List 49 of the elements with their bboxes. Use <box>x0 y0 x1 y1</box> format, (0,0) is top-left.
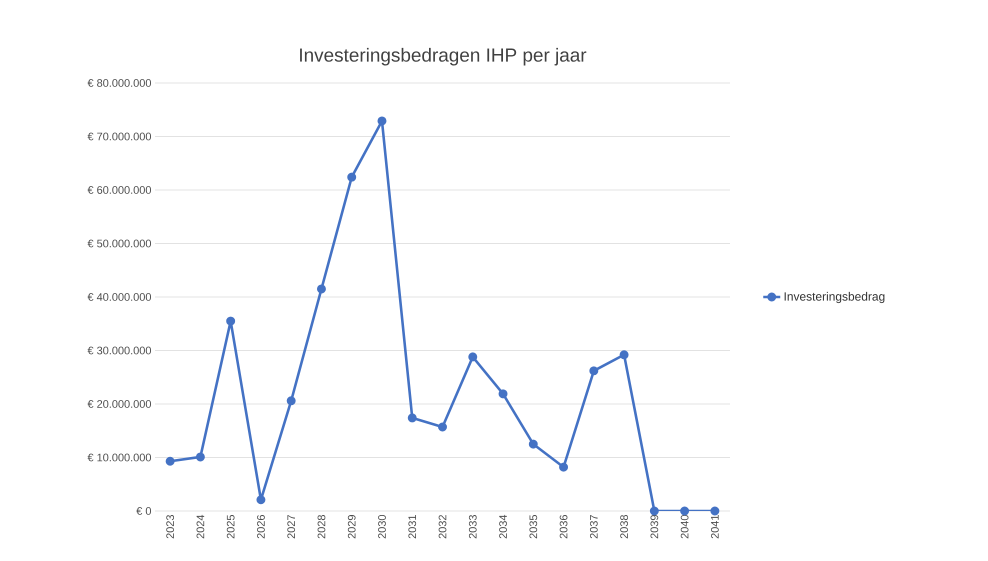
point <box>680 506 690 516</box>
point <box>196 452 205 462</box>
point <box>468 352 478 362</box>
point <box>377 116 386 126</box>
x-tick-label: 2023 <box>166 515 174 538</box>
point <box>347 172 356 182</box>
point <box>408 413 417 422</box>
legend-label: Investeringsbedrag <box>784 292 884 304</box>
point <box>650 506 659 516</box>
x-tick-label: 2033 <box>468 515 477 538</box>
y-tick-label: € 80.000.000 <box>88 79 152 87</box>
point <box>498 389 508 398</box>
x-tick-label: 2039 <box>650 515 658 538</box>
point <box>589 366 598 376</box>
point <box>166 456 175 466</box>
y-tick-label: € 60.000.000 <box>88 186 152 194</box>
x-tick-label: 2034 <box>499 514 507 538</box>
x-tick-label: 2037 <box>590 515 598 538</box>
x-tick-label: 2038 <box>620 515 628 538</box>
x-tick-label: 2041 <box>711 515 719 538</box>
x-tick-label: 2035 <box>529 514 538 538</box>
y-tick-label: € 30.000.000 <box>88 346 152 354</box>
x-tick-label: 2027 <box>287 515 296 538</box>
chart-title: Investeringsbedragen IHP per jaar <box>300 48 586 66</box>
point <box>559 462 568 472</box>
point <box>710 506 720 516</box>
y-tick-label: € 20.000.000 <box>88 400 152 408</box>
x-tick-label: 2028 <box>318 515 326 538</box>
y-tick-label: € 40.000.000 <box>88 293 152 301</box>
x-tick-label: 2025 <box>226 514 235 538</box>
y-tick-label: € 50.000.000 <box>88 240 152 248</box>
y-tick-label: € 0 <box>136 507 152 515</box>
point <box>286 396 296 406</box>
point <box>256 495 266 504</box>
point <box>528 440 538 449</box>
x-tick-label: 2030 <box>378 514 386 538</box>
y-tick-label: € 70.000.000 <box>88 132 152 140</box>
x-tick-label: 2036 <box>560 515 568 538</box>
x-tick-label: 2029 <box>348 515 356 538</box>
point <box>226 316 236 326</box>
x-tick-label: 2040 <box>680 514 688 538</box>
point <box>620 350 629 360</box>
x-tick-label: 2032 <box>438 515 446 538</box>
x-tick-label: 2024 <box>196 514 204 538</box>
x-tick-label: 2026 <box>257 515 265 538</box>
point <box>316 284 326 294</box>
x-tick-label: 2031 <box>408 515 416 538</box>
y-tick-label: € 10.000.000 <box>88 454 152 462</box>
point <box>438 422 447 432</box>
